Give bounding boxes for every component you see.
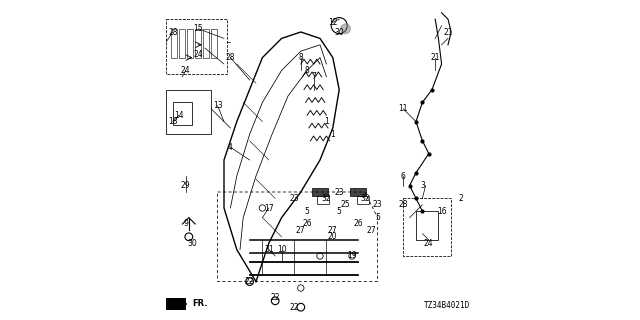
Text: 1: 1 — [330, 130, 335, 139]
Text: 5: 5 — [305, 207, 310, 216]
Bar — [351, 188, 366, 196]
Text: 8: 8 — [298, 53, 303, 62]
Text: 26: 26 — [302, 220, 312, 228]
Bar — [173, 102, 192, 125]
Text: 32: 32 — [360, 194, 370, 203]
Text: 32: 32 — [321, 194, 332, 203]
Text: 22: 22 — [271, 293, 280, 302]
Bar — [172, 29, 177, 58]
Text: 9: 9 — [183, 220, 188, 228]
Text: 27: 27 — [328, 226, 338, 235]
Text: 29: 29 — [180, 181, 191, 190]
Text: 30: 30 — [187, 239, 197, 248]
Polygon shape — [166, 298, 186, 310]
Bar — [179, 29, 185, 58]
Text: 23: 23 — [289, 194, 300, 203]
Text: 4: 4 — [228, 143, 233, 152]
Text: 28: 28 — [168, 28, 177, 36]
Text: 17: 17 — [264, 204, 274, 212]
Text: 11: 11 — [399, 104, 408, 113]
Text: 28: 28 — [399, 200, 408, 209]
Text: 5: 5 — [375, 213, 380, 222]
Text: TZ34B4021D: TZ34B4021D — [424, 301, 470, 310]
Text: 8: 8 — [305, 66, 310, 75]
Text: 22: 22 — [245, 277, 254, 286]
Text: 14: 14 — [174, 111, 184, 120]
Text: 26: 26 — [353, 220, 364, 228]
Bar — [312, 188, 328, 196]
Text: 12: 12 — [328, 18, 337, 27]
Text: 3: 3 — [420, 181, 425, 190]
Text: 5: 5 — [337, 207, 342, 216]
Text: FR.: FR. — [192, 300, 207, 308]
Bar — [403, 198, 451, 256]
Text: 7: 7 — [311, 72, 316, 81]
Text: 31: 31 — [264, 245, 274, 254]
Text: 10: 10 — [276, 245, 287, 254]
Text: 24: 24 — [193, 50, 204, 59]
Text: 24: 24 — [180, 66, 191, 75]
Text: 24: 24 — [424, 239, 434, 248]
Text: 20: 20 — [328, 232, 338, 241]
Text: 22: 22 — [290, 303, 299, 312]
Text: 21: 21 — [431, 53, 440, 62]
Text: 23: 23 — [334, 188, 344, 196]
Text: 27: 27 — [366, 226, 376, 235]
Text: 6: 6 — [401, 172, 406, 180]
Text: 21: 21 — [444, 28, 452, 36]
Text: 13: 13 — [212, 101, 223, 110]
Circle shape — [341, 24, 351, 34]
Bar — [416, 211, 438, 240]
Bar — [195, 29, 201, 58]
Bar — [166, 19, 227, 74]
Bar — [187, 29, 193, 58]
Text: 18: 18 — [168, 117, 177, 126]
Text: 19: 19 — [347, 252, 357, 260]
Text: 30: 30 — [334, 28, 344, 36]
Text: 2: 2 — [458, 194, 463, 203]
Bar — [166, 90, 211, 134]
Bar — [317, 196, 329, 204]
Text: 15: 15 — [193, 24, 204, 33]
Text: 27: 27 — [296, 226, 306, 235]
Text: 16: 16 — [436, 207, 447, 216]
Text: 23: 23 — [372, 200, 383, 209]
Bar — [357, 196, 369, 204]
Text: 28: 28 — [226, 53, 235, 62]
Bar — [211, 29, 217, 58]
Bar — [204, 29, 209, 58]
Text: 1: 1 — [324, 117, 329, 126]
Text: 25: 25 — [340, 200, 351, 209]
